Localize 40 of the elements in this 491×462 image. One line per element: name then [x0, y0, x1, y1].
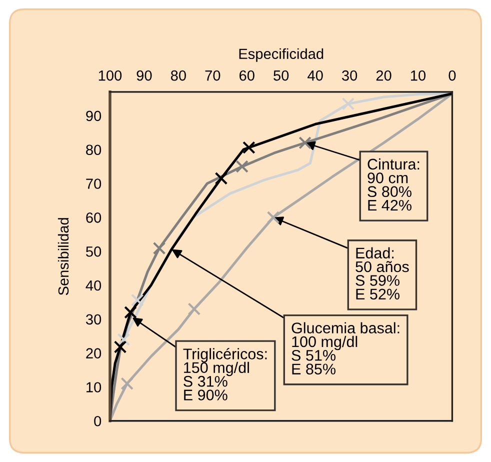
- point: [114, 340, 127, 354]
- y-axis-title: Sensibilidad: [58, 218, 69, 296]
- line-series: [110, 92, 452, 421]
- point: [152, 242, 166, 255]
- x-tick-label: 70: [205, 70, 220, 81]
- x-tick-label: 80: [170, 70, 186, 81]
- annotation: Cintura: 90 cm S 80% E 42%: [368, 158, 420, 211]
- x-tick-label: 20: [376, 70, 392, 81]
- y-tick-label: 80: [86, 144, 102, 156]
- point: [130, 294, 144, 307]
- y-tick-label: 40: [86, 280, 102, 291]
- annotation: Triglicéricos: 150 mg/dl S 31% E 90%: [183, 348, 267, 400]
- annotation: Glucemia basal: 100 mg/dl S 51% E 85%: [292, 322, 400, 374]
- x-tick-label: 90: [136, 70, 152, 81]
- point: [298, 136, 312, 150]
- y-tick-label: 70: [86, 178, 102, 189]
- y-tick-label: 20: [86, 348, 102, 358]
- y-tick-label: 10: [86, 382, 102, 392]
- x-tick-label: 100: [98, 70, 122, 81]
- x-tick-label: 60: [240, 70, 254, 81]
- point: [236, 160, 249, 173]
- annotation: Edad: 50 años S 59% E 52%: [356, 247, 409, 300]
- x-tick-label: 40: [308, 70, 323, 81]
- point: [242, 141, 256, 154]
- y-tick-label: 0: [94, 416, 102, 426]
- x-axis-title: Especificidad: [239, 48, 324, 62]
- y-tick-label: 60: [86, 212, 102, 223]
- point: [188, 302, 201, 316]
- point: [266, 210, 280, 224]
- x-tick-label: 10: [410, 70, 426, 81]
- x-tick-label: 0: [448, 70, 456, 81]
- y-tick-label: 50: [86, 246, 102, 257]
- point: [214, 172, 228, 185]
- point: [342, 97, 355, 110]
- point: [117, 333, 130, 346]
- y-tick-label: 90: [86, 110, 102, 122]
- point: [120, 377, 134, 390]
- y-tick-label: 30: [86, 314, 102, 325]
- x-tick-label: 50: [274, 70, 289, 81]
- x-tick-label: 30: [342, 70, 358, 81]
